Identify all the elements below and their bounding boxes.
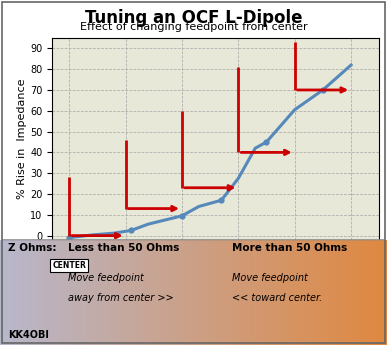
Text: More than 50 Ohms: More than 50 Ohms: [232, 243, 348, 253]
X-axis label: Off-Center Feedpoint Ratio: Off-Center Feedpoint Ratio: [132, 262, 300, 272]
Text: Move feedpoint: Move feedpoint: [68, 273, 144, 283]
Y-axis label: % Rise in  Impedance: % Rise in Impedance: [17, 79, 27, 199]
Text: KK4OBI: KK4OBI: [8, 330, 49, 340]
Text: Less than 50 Ohms: Less than 50 Ohms: [68, 243, 179, 253]
Text: away from center >>: away from center >>: [68, 293, 173, 303]
Text: << toward center.: << toward center.: [232, 293, 322, 303]
Text: Move feedpoint: Move feedpoint: [232, 273, 308, 283]
Text: Effect of changing feedpoint from center: Effect of changing feedpoint from center: [80, 22, 307, 32]
Text: Z Ohms:: Z Ohms:: [8, 243, 56, 253]
Text: Tuning an OCF L-Dipole: Tuning an OCF L-Dipole: [85, 9, 302, 27]
Text: CENTER: CENTER: [52, 261, 86, 270]
